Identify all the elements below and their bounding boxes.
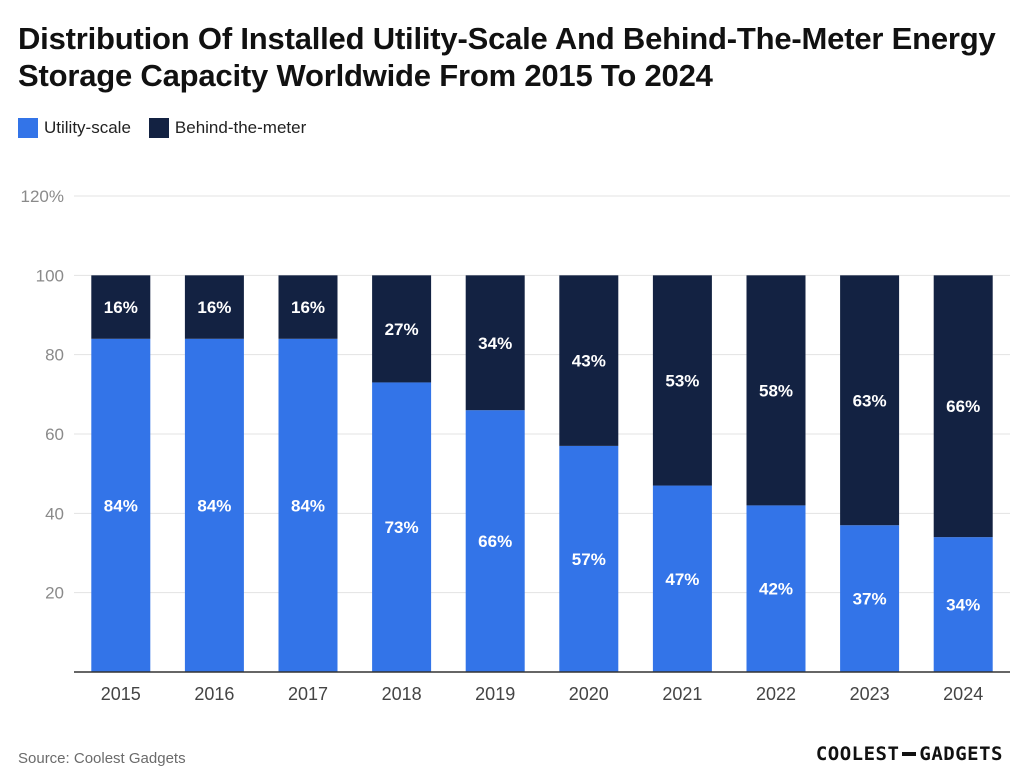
legend-swatch-utility-scale <box>18 118 38 138</box>
bar-behind-the-meter-2024 <box>933 275 993 538</box>
legend-swatch-behind-the-meter <box>148 118 169 138</box>
bar-behind-the-meter-2018 <box>372 275 432 383</box>
data-label-behind-the-meter-2017: 16% <box>291 298 325 317</box>
bar-behind-the-meter-2016 <box>184 275 244 339</box>
chart-title: Distribution Of Installed Utility-Scale … <box>18 21 996 93</box>
legend: Utility-scale Behind-the-meter <box>18 118 324 138</box>
data-label-behind-the-meter-2023: 63% <box>853 391 887 410</box>
bar-behind-the-meter-2017 <box>278 275 338 339</box>
data-label-utility-scale-2022: 42% <box>759 580 793 599</box>
bar-utility-scale-2022 <box>746 505 806 672</box>
x-tick-label-2015: 2015 <box>101 684 141 704</box>
data-label-utility-scale-2016: 84% <box>197 496 231 515</box>
data-label-utility-scale-2017: 84% <box>291 496 325 515</box>
logo-dash <box>902 752 917 756</box>
data-label-behind-the-meter-2018: 27% <box>385 320 419 339</box>
bar-utility-scale-2018 <box>372 382 432 672</box>
x-tick-label-2019: 2019 <box>475 684 515 704</box>
bar-utility-scale-2021 <box>652 485 712 672</box>
bar-utility-scale-2017 <box>278 338 338 672</box>
y-tick-label-80: 80 <box>45 346 64 365</box>
y-tick-label-100: 100 <box>36 266 64 285</box>
logo-text-right: GADGETS <box>919 743 1003 765</box>
logo-text-left: COOLEST <box>815 743 900 765</box>
data-label-utility-scale-2018: 73% <box>385 518 419 537</box>
bar-utility-scale-2020 <box>559 445 619 672</box>
bar-behind-the-meter-2015 <box>91 275 151 339</box>
bar-utility-scale-2015 <box>91 338 151 672</box>
data-label-behind-the-meter-2019: 34% <box>478 334 512 353</box>
x-tick-label-2024: 2024 <box>943 684 983 704</box>
data-label-behind-the-meter-2021: 53% <box>665 371 699 390</box>
data-label-utility-scale-2023: 37% <box>853 590 887 609</box>
bar-behind-the-meter-2023 <box>840 275 900 526</box>
y-tick-label-40: 40 <box>45 504 64 523</box>
data-label-behind-the-meter-2016: 16% <box>197 298 231 317</box>
x-tick-label-2022: 2022 <box>756 684 796 704</box>
bar-behind-the-meter-2020 <box>559 275 619 446</box>
data-label-utility-scale-2024: 34% <box>946 596 980 615</box>
legend-item-behind-the-meter[interactable]: Behind-the-meter <box>148 118 307 138</box>
data-label-behind-the-meter-2020: 43% <box>572 352 606 371</box>
x-tick-label-2018: 2018 <box>382 684 422 704</box>
brand-logo: COOLEST GADGETS <box>816 743 1003 765</box>
data-label-behind-the-meter-2015: 16% <box>104 298 138 317</box>
bar-utility-scale-2016 <box>184 338 244 672</box>
x-tick-label-2017: 2017 <box>288 684 328 704</box>
bar-behind-the-meter-2019 <box>465 275 525 411</box>
x-tick-label-2016: 2016 <box>194 684 234 704</box>
bar-behind-the-meter-2022 <box>746 275 806 506</box>
data-label-utility-scale-2019: 66% <box>478 532 512 551</box>
bar-utility-scale-2023 <box>840 525 900 672</box>
bar-utility-scale-2019 <box>465 410 525 672</box>
legend-label-behind-the-meter: Behind-the-meter <box>174 118 307 137</box>
data-label-utility-scale-2020: 57% <box>572 550 606 569</box>
source-note: Source: Coolest Gadgets <box>18 750 186 767</box>
y-tick-label-60: 60 <box>45 425 64 444</box>
data-label-utility-scale-2015: 84% <box>104 496 138 515</box>
data-label-behind-the-meter-2022: 58% <box>759 381 793 400</box>
bar-utility-scale-2024 <box>933 537 993 672</box>
x-tick-label-2023: 2023 <box>850 684 890 704</box>
legend-label-utility-scale: Utility-scale <box>44 118 131 137</box>
x-tick-label-2021: 2021 <box>662 684 702 704</box>
bar-behind-the-meter-2021 <box>652 275 712 486</box>
y-tick-label-120: 120% <box>21 187 64 206</box>
data-label-utility-scale-2021: 47% <box>665 570 699 589</box>
y-tick-label-20: 20 <box>45 584 64 603</box>
data-label-behind-the-meter-2024: 66% <box>946 397 980 416</box>
x-tick-label-2020: 2020 <box>569 684 609 704</box>
legend-item-utility-scale[interactable]: Utility-scale <box>18 118 131 138</box>
